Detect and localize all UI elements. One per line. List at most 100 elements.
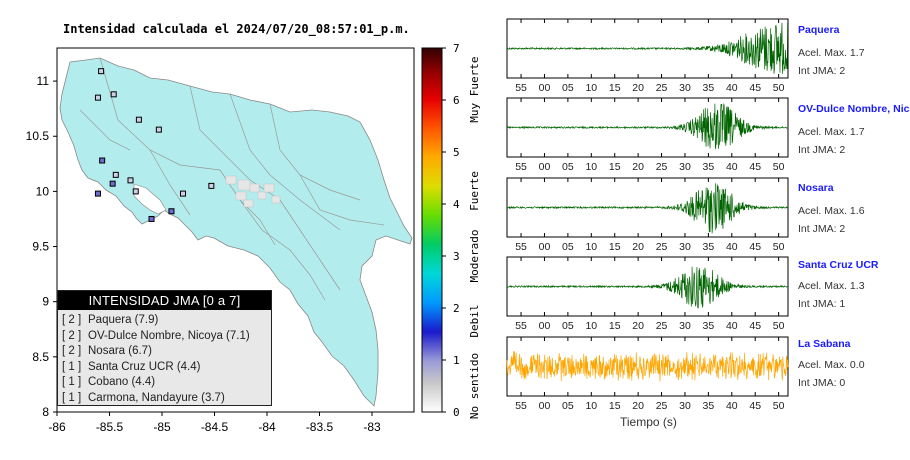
time-tick-label: 25 (656, 320, 668, 332)
colorbar-tick-label: 2 (453, 302, 460, 315)
province-boundaries (79, 57, 385, 301)
seismogram-frame (506, 18, 789, 79)
legend-row: [ 2 ] OV-Dulce Nombre, Nicoya (7.1) (58, 329, 271, 345)
time-tick-label: 20 (632, 320, 644, 332)
time-tick-label: 50 (773, 400, 785, 412)
time-tick-label: 35 (703, 161, 715, 173)
seismogram-trace (506, 183, 789, 234)
legend-level: [ 2 ] (62, 345, 82, 357)
time-tick-label: 40 (726, 400, 738, 412)
map-x-tick-label: -83.5 (306, 420, 334, 434)
map-y-tick-label: 10.5 (26, 129, 50, 143)
time-tick-label: 30 (679, 400, 691, 412)
station-marker (94, 94, 101, 101)
time-tick-label: 05 (562, 320, 574, 332)
colorbar-category-label: Fuerte (468, 171, 481, 211)
time-tick-label: 20 (632, 241, 644, 253)
time-tick-label: 00 (539, 241, 551, 253)
legend-row: [ 1 ] Carmona, Nandayure (3.7) (58, 391, 271, 407)
time-tick-label: 50 (773, 161, 785, 173)
station-name: Nosara (798, 182, 834, 194)
seismogram-panel: 55 00 05 10 15 20 25 30 35 40 45 50 (506, 18, 789, 94)
legend-row: [ 2 ] Paquera (7.9) (58, 313, 271, 329)
station-accel: Acel. Max. 0.0 (798, 359, 865, 371)
station-marker (127, 177, 134, 184)
time-tick-label: 00 (539, 82, 551, 94)
map-y-tick-label: 8 (42, 405, 49, 419)
colorbar-category-label: Moderado (468, 230, 481, 283)
time-tick-label: 50 (773, 82, 785, 94)
time-tick-label: 40 (726, 320, 738, 332)
station-marker (110, 91, 117, 98)
legend-row: [ 2 ] Nosara (6.7) (58, 344, 271, 360)
time-tick-label: 15 (609, 82, 621, 94)
time-tick-label: 30 (679, 241, 691, 253)
colorbar-tick-label: 3 (453, 250, 460, 263)
time-tick-label: 40 (726, 161, 738, 173)
time-tick-label: 10 (585, 400, 597, 412)
time-tick-label: 55 (515, 320, 527, 332)
time-tick-label: 35 (703, 241, 715, 253)
colorbar-category-label: Muy Fuerte (468, 56, 481, 122)
colorbar-category-label: No sentido (468, 353, 481, 419)
colorbar-tick-label: 5 (453, 146, 460, 159)
colorbar-tick-label: 7 (453, 42, 460, 55)
colorbar-category-label: Debil (468, 304, 481, 337)
map-y-tick-label: 9.5 (32, 240, 49, 254)
time-tick-label: 35 (703, 82, 715, 94)
map-x-tick-label: -83 (363, 420, 381, 434)
seismogram-frame (506, 97, 789, 158)
time-tick-label: 40 (726, 82, 738, 94)
colorbar-ticks: 0 1 2 3 4 5 6 7 (442, 42, 460, 419)
colorbar-tick-label: 6 (453, 94, 460, 107)
seismogram-panel: 55 00 05 10 15 20 25 30 35 40 45 50 (506, 336, 789, 412)
station-markers (94, 68, 215, 222)
colorbar-tick-label: 1 (453, 354, 460, 367)
station-marker (208, 182, 215, 189)
legend-level: [ 1 ] (62, 376, 82, 388)
time-tick-label: 45 (749, 400, 761, 412)
seismogram-frame (506, 256, 789, 317)
time-tick-label: 20 (632, 161, 644, 173)
time-tick-label: 10 (585, 82, 597, 94)
time-tick-label: 30 (679, 161, 691, 173)
station-marker (135, 116, 142, 123)
station-name: Santa Cruz UCR (798, 259, 879, 271)
colorbar (421, 47, 443, 413)
map-y-tick-label: 8.5 (32, 350, 49, 364)
map-x-tick-label: -85 (153, 420, 171, 434)
map-x-tick-label: -85.5 (96, 420, 124, 434)
time-tick-label: 15 (609, 241, 621, 253)
time-tick-label: 35 (703, 400, 715, 412)
station-marker (132, 188, 139, 195)
seismogram-panel: 55 00 05 10 15 20 25 30 35 40 45 50 (506, 177, 789, 253)
station-jma: Int JMA: 2 (798, 65, 846, 77)
time-tick-label: 55 (515, 400, 527, 412)
map-y-tick-label: 9 (42, 295, 49, 309)
time-tick-label: 00 (539, 320, 551, 332)
time-tick-label: 05 (562, 82, 574, 94)
time-tick-label: 20 (632, 400, 644, 412)
station-marker (148, 215, 155, 222)
station-marker (112, 171, 119, 178)
station-marker (98, 68, 105, 75)
time-tick-label: 30 (679, 82, 691, 94)
station-name: OV-Dulce Nombre, Nicoya (798, 103, 910, 115)
time-tick-label: 45 (749, 161, 761, 173)
legend-station: Nosara (6.7) (88, 345, 152, 357)
time-tick-label: 10 (585, 241, 597, 253)
time-tick-label: 35 (703, 320, 715, 332)
map-x-tick-label: -86 (48, 420, 66, 434)
seismogram-frame (506, 336, 789, 397)
time-tick-label: 40 (726, 241, 738, 253)
seismogram-trace (506, 351, 789, 382)
map-title: Intensidad calculada el 2024/07/20_08:57… (63, 22, 410, 36)
intensity-legend: INTENSIDAD JMA [0 a 7] [ 2 ] Paquera (7.9… (57, 290, 272, 406)
station-marker (168, 208, 175, 215)
map-y-tick-label: 10 (36, 184, 50, 198)
seismogram-trace (506, 22, 789, 74)
station-marker (99, 157, 106, 164)
seismogram-frame (506, 177, 789, 238)
station-jma: Int JMA: 2 (798, 144, 846, 156)
time-tick-label: 55 (515, 82, 527, 94)
